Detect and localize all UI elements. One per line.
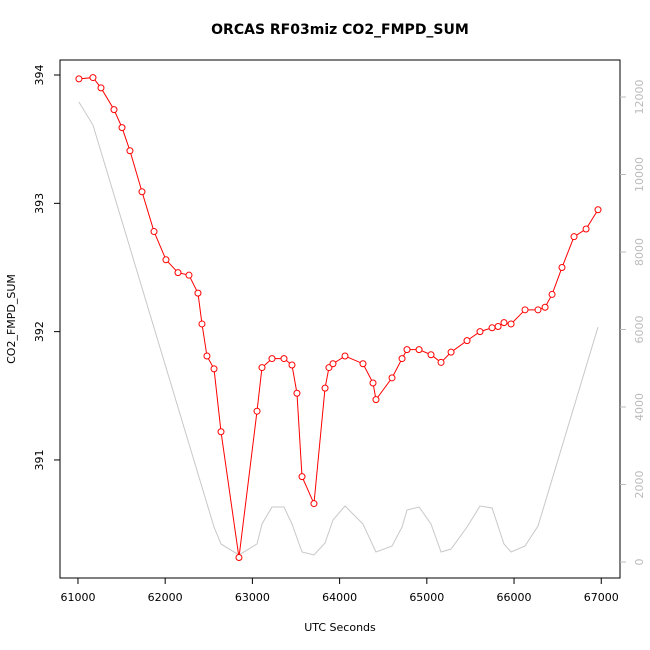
- x-tick-label: 65000: [409, 591, 444, 604]
- y-tick-label: 393: [33, 193, 46, 214]
- x-tick-label: 64000: [322, 591, 357, 604]
- series-line: [78, 101, 599, 556]
- data-point: [198, 320, 206, 328]
- data-point: [500, 319, 508, 327]
- data-point: [162, 256, 170, 264]
- data-point: [359, 360, 367, 368]
- data-point: [253, 407, 261, 415]
- data-point: [582, 225, 590, 233]
- data-point: [403, 346, 411, 354]
- data-point: [427, 351, 435, 359]
- data-point: [150, 228, 158, 236]
- data-point: [321, 384, 329, 392]
- data-point: [570, 233, 578, 241]
- data-point: [138, 188, 146, 196]
- data-point: [288, 361, 296, 369]
- data-point: [174, 269, 182, 277]
- data-point: [235, 553, 243, 561]
- x-tick-label: 66000: [497, 591, 532, 604]
- y2-tick-label: 6000: [633, 316, 646, 344]
- data-point: [217, 428, 225, 436]
- data-point: [118, 124, 126, 132]
- data-point: [194, 289, 202, 297]
- data-point: [268, 355, 276, 363]
- y2-tick-label: 10000: [633, 157, 646, 192]
- x-tick-label: 62000: [148, 591, 183, 604]
- y-tick-label: 392: [33, 321, 46, 342]
- x-tick-label: 63000: [235, 591, 270, 604]
- data-point: [541, 303, 549, 311]
- data-point: [507, 320, 515, 328]
- data-point: [126, 147, 134, 155]
- data-point: [369, 379, 377, 387]
- y2-tick-label: 4000: [633, 393, 646, 421]
- data-point: [329, 360, 337, 368]
- data-point: [258, 364, 266, 372]
- data-point: [398, 355, 406, 363]
- data-point: [388, 374, 396, 382]
- data-point: [415, 346, 423, 354]
- data-point: [558, 263, 566, 271]
- data-point: [534, 306, 542, 314]
- data-point: [210, 365, 218, 373]
- data-point: [521, 306, 529, 314]
- series-line: [78, 77, 599, 558]
- data-point: [310, 500, 318, 508]
- y2-tick-label: 8000: [633, 238, 646, 266]
- data-point: [75, 75, 83, 83]
- y-axis-label: CO2_FMPD_SUM: [5, 274, 18, 364]
- y-tick-label: 391: [33, 449, 46, 470]
- y2-tick-label: 12000: [633, 80, 646, 115]
- data-point: [293, 389, 301, 397]
- data-point: [203, 352, 211, 360]
- x-tick-label: 67000: [584, 591, 619, 604]
- data-point: [488, 324, 496, 332]
- y2-tick-label: 0: [633, 558, 646, 565]
- data-point: [463, 337, 471, 345]
- data-point: [185, 271, 193, 279]
- data-point: [110, 106, 118, 114]
- data-point: [476, 328, 484, 336]
- data-point: [437, 358, 445, 366]
- data-point: [97, 84, 105, 92]
- data-point: [341, 352, 349, 360]
- data-point: [548, 290, 556, 298]
- y2-tick-label: 2000: [633, 470, 646, 498]
- data-point: [494, 323, 502, 331]
- x-tick-label: 61000: [60, 591, 95, 604]
- data-point: [89, 74, 97, 82]
- y-tick-label: 394: [33, 65, 46, 86]
- data-point: [594, 206, 602, 214]
- data-point: [298, 473, 306, 481]
- chart-title: ORCAS RF03miz CO2_FMPD_SUM: [211, 22, 469, 38]
- x-axis-label: UTC Seconds: [304, 621, 376, 634]
- plot-frame: [59, 59, 621, 579]
- data-point: [372, 396, 380, 404]
- data-point: [447, 348, 455, 356]
- data-point: [280, 355, 288, 363]
